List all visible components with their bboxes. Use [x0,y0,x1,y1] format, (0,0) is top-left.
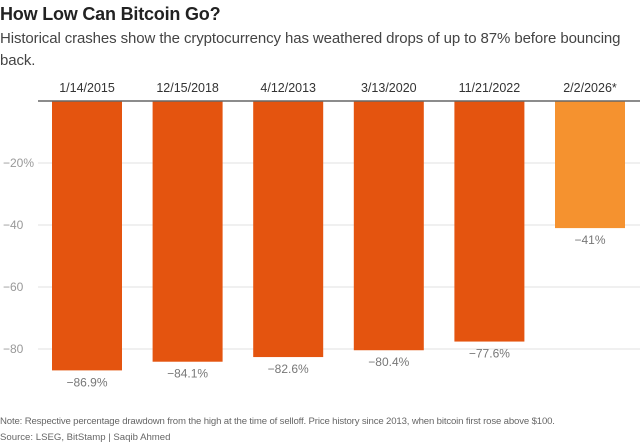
y-tick-label: −20% [3,156,34,170]
bar [253,101,324,358]
bar [152,101,223,362]
chart-source: Source: LSEG, BitStamp | Saqib Ahmed [0,432,171,443]
x-tick-label: 12/15/2018 [156,81,219,95]
chart-note: Note: Respective percentage drawdown fro… [0,416,555,427]
data-label: −41% [574,233,605,247]
x-tick-label: 2/2/2026* [563,81,617,95]
bar [353,101,424,351]
bar [454,101,525,342]
bar-chart: −20% −40 −60 −80 1/14/2015 −86.9% 12/15/2018 −8… [3,81,640,389]
data-label: −80.4% [368,355,409,369]
x-tick-label: 4/12/2013 [260,81,316,95]
x-tick-label: 1/14/2015 [59,81,115,95]
y-tick-label: −40 [3,218,24,232]
x-tick-label: 3/13/2020 [361,81,417,95]
data-label: −77.6% [469,347,510,361]
y-tick-label: −80 [3,342,24,356]
chart-title: How Low Can Bitcoin Go? [0,4,221,24]
data-label: −82.6% [268,362,309,376]
data-label: −84.1% [167,367,208,381]
bar [52,101,122,371]
y-tick-label: −60 [3,280,24,294]
x-tick-label: 11/21/2022 [459,81,521,95]
chart-subtitle: Historical crashes show the cryptocurren… [0,30,621,69]
bar [555,101,625,229]
data-label: −86.9% [66,375,107,389]
